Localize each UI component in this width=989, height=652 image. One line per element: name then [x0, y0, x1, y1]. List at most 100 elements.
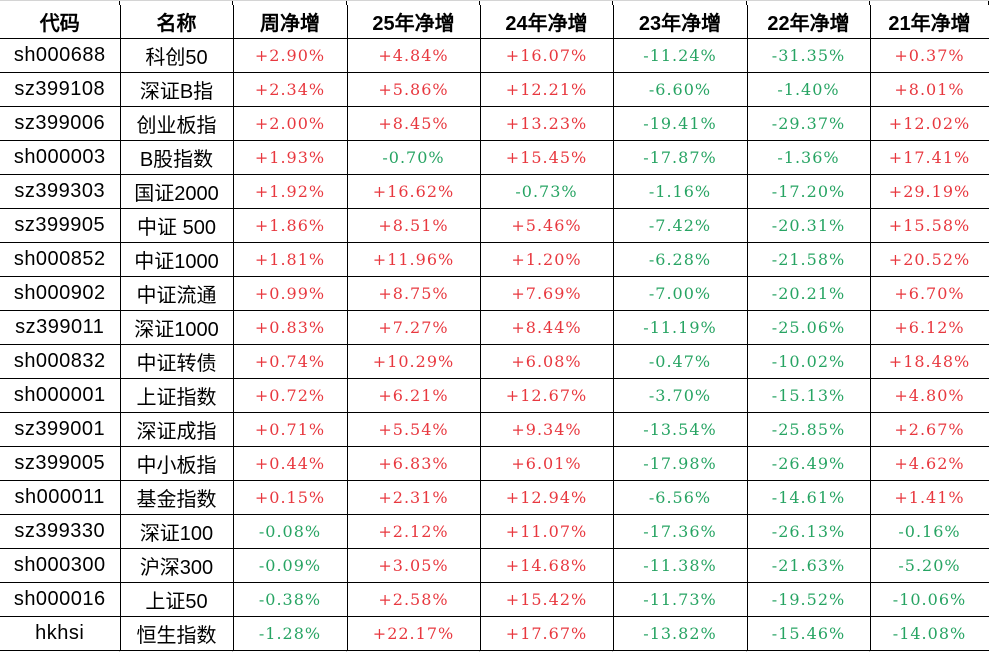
value-cell: +16.62%: [347, 174, 481, 209]
table-row: sz399330 深证100 -0.08% +2.12% +11.07% -17.36% -…: [0, 514, 989, 549]
index-code-cell: sh000300: [0, 548, 121, 583]
value-cell: +1.92%: [233, 174, 348, 209]
index-name-cell: 恒生指数: [120, 616, 234, 651]
index-name-cell: 中证1000: [120, 242, 234, 277]
index-name-cell: 沪深300: [120, 548, 234, 583]
value-cell: +18.48%: [870, 344, 989, 379]
column-header: 24年净增: [480, 5, 614, 39]
table-row: sz399005 中小板指 +0.44% +6.83% +6.01% -17.98% -26…: [0, 446, 989, 481]
value-cell: -1.40%: [747, 72, 871, 107]
value-cell: -1.36%: [747, 140, 871, 175]
table-row: sh000902 中证流通 +0.99% +8.75% +7.69% -7.00% -20.…: [0, 276, 989, 311]
value-cell: +1.86%: [233, 208, 348, 243]
index-name-cell: 中证转债: [120, 344, 234, 379]
value-cell: +3.05%: [347, 548, 481, 583]
gridline-tick: [479, 1, 480, 5]
value-cell: +1.93%: [233, 140, 348, 175]
index-code-cell: sz399330: [0, 514, 121, 549]
value-cell: +5.46%: [480, 208, 614, 243]
value-cell: +4.62%: [870, 446, 989, 481]
value-cell: +12.21%: [480, 72, 614, 107]
value-cell: -26.49%: [747, 446, 871, 481]
value-cell: +1.20%: [480, 242, 614, 277]
value-cell: -19.52%: [747, 582, 871, 617]
value-cell: +12.67%: [480, 378, 614, 413]
index-returns-table: 代码 名称 周净增 25年净增 24年净增 23年净增 22年净增 21年净增 sh00068…: [0, 5, 989, 651]
value-cell: -13.54%: [613, 412, 748, 447]
value-cell: +0.83%: [233, 310, 348, 345]
value-cell: -15.46%: [747, 616, 871, 651]
value-cell: +9.34%: [480, 412, 614, 447]
value-cell: +2.00%: [233, 106, 348, 141]
index-code-cell: sz399108: [0, 72, 121, 107]
value-cell: +6.83%: [347, 446, 481, 481]
gridline-tick: [869, 1, 870, 5]
index-code-cell: sh000003: [0, 140, 121, 175]
index-code-cell: sh000688: [0, 38, 121, 73]
value-cell: +4.84%: [347, 38, 481, 73]
value-cell: -25.85%: [747, 412, 871, 447]
table-row: sz399011 深证1000 +0.83% +7.27% +8.44% -11.19% -…: [0, 310, 989, 345]
value-cell: -17.20%: [747, 174, 871, 209]
table-row: sh000016 上证50 -0.38% +2.58% +15.42% -11.73% -1…: [0, 582, 989, 617]
value-cell: +6.08%: [480, 344, 614, 379]
value-cell: +20.52%: [870, 242, 989, 277]
value-cell: -19.41%: [613, 106, 748, 141]
value-cell: -21.63%: [747, 548, 871, 583]
gridline-tick: [232, 1, 233, 5]
value-cell: +6.12%: [870, 310, 989, 345]
value-cell: -0.16%: [870, 514, 989, 549]
index-code-cell: sz399011: [0, 310, 121, 345]
value-cell: -0.47%: [613, 344, 748, 379]
column-header: 代码: [0, 5, 121, 39]
index-code-cell: sz399001: [0, 412, 121, 447]
value-cell: +4.80%: [870, 378, 989, 413]
value-cell: -1.16%: [613, 174, 748, 209]
value-cell: -13.82%: [613, 616, 748, 651]
value-cell: +1.81%: [233, 242, 348, 277]
value-cell: +11.96%: [347, 242, 481, 277]
value-cell: +8.01%: [870, 72, 989, 107]
table-row: sh000001 上证指数 +0.72% +6.21% +12.67% -3.70% -15…: [0, 378, 989, 413]
index-code-cell: sz399905: [0, 208, 121, 243]
value-cell: +29.19%: [870, 174, 989, 209]
index-name-cell: 深证成指: [120, 412, 234, 447]
value-cell: -17.98%: [613, 446, 748, 481]
value-cell: -15.13%: [747, 378, 871, 413]
index-name-cell: 中证流通: [120, 276, 234, 311]
value-cell: +8.51%: [347, 208, 481, 243]
index-code-cell: sh000016: [0, 582, 121, 617]
index-code-cell: sh000852: [0, 242, 121, 277]
table-row: hkhsi 恒生指数 -1.28% +22.17% +17.67% -13.82% -15.…: [0, 616, 989, 651]
value-cell: -1.28%: [233, 616, 348, 651]
value-cell: +6.70%: [870, 276, 989, 311]
value-cell: +11.07%: [480, 514, 614, 549]
table-row: sz399001 深证成指 +0.71% +5.54% +9.34% -13.54% -25…: [0, 412, 989, 447]
value-cell: -0.70%: [347, 140, 481, 175]
index-code-cell: sh000832: [0, 344, 121, 379]
value-cell: +2.90%: [233, 38, 348, 73]
table-body: sh000688 科创50 +2.90% +4.84% +16.07% -11.24% -3…: [0, 38, 989, 651]
value-cell: -0.09%: [233, 548, 348, 583]
index-code-cell: sh000001: [0, 378, 121, 413]
column-header: 23年净增: [613, 5, 748, 39]
value-cell: +0.44%: [233, 446, 348, 481]
value-cell: -29.37%: [747, 106, 871, 141]
value-cell: -3.70%: [613, 378, 748, 413]
value-cell: +2.34%: [233, 72, 348, 107]
value-cell: -10.06%: [870, 582, 989, 617]
table-row: sz399905 中证 500 +1.86% +8.51% +5.46% -7.42% -2…: [0, 208, 989, 243]
value-cell: -0.38%: [233, 582, 348, 617]
index-code-cell: sz399006: [0, 106, 121, 141]
index-name-cell: 基金指数: [120, 480, 234, 515]
index-name-cell: 创业板指: [120, 106, 234, 141]
table-row: sh000011 基金指数 +0.15% +2.31% +12.94% -6.56% -14…: [0, 480, 989, 515]
column-header: 周净增: [233, 5, 348, 39]
value-cell: +15.45%: [480, 140, 614, 175]
table-row: sz399006 创业板指 +2.00% +8.45% +13.23% -19.41% -2…: [0, 106, 989, 141]
value-cell: +7.27%: [347, 310, 481, 345]
value-cell: +12.02%: [870, 106, 989, 141]
table-row: sh000003 B股指数 +1.93% -0.70% +15.45% -17.87% -1…: [0, 140, 989, 175]
index-code-cell: sh000902: [0, 276, 121, 311]
value-cell: -11.73%: [613, 582, 748, 617]
